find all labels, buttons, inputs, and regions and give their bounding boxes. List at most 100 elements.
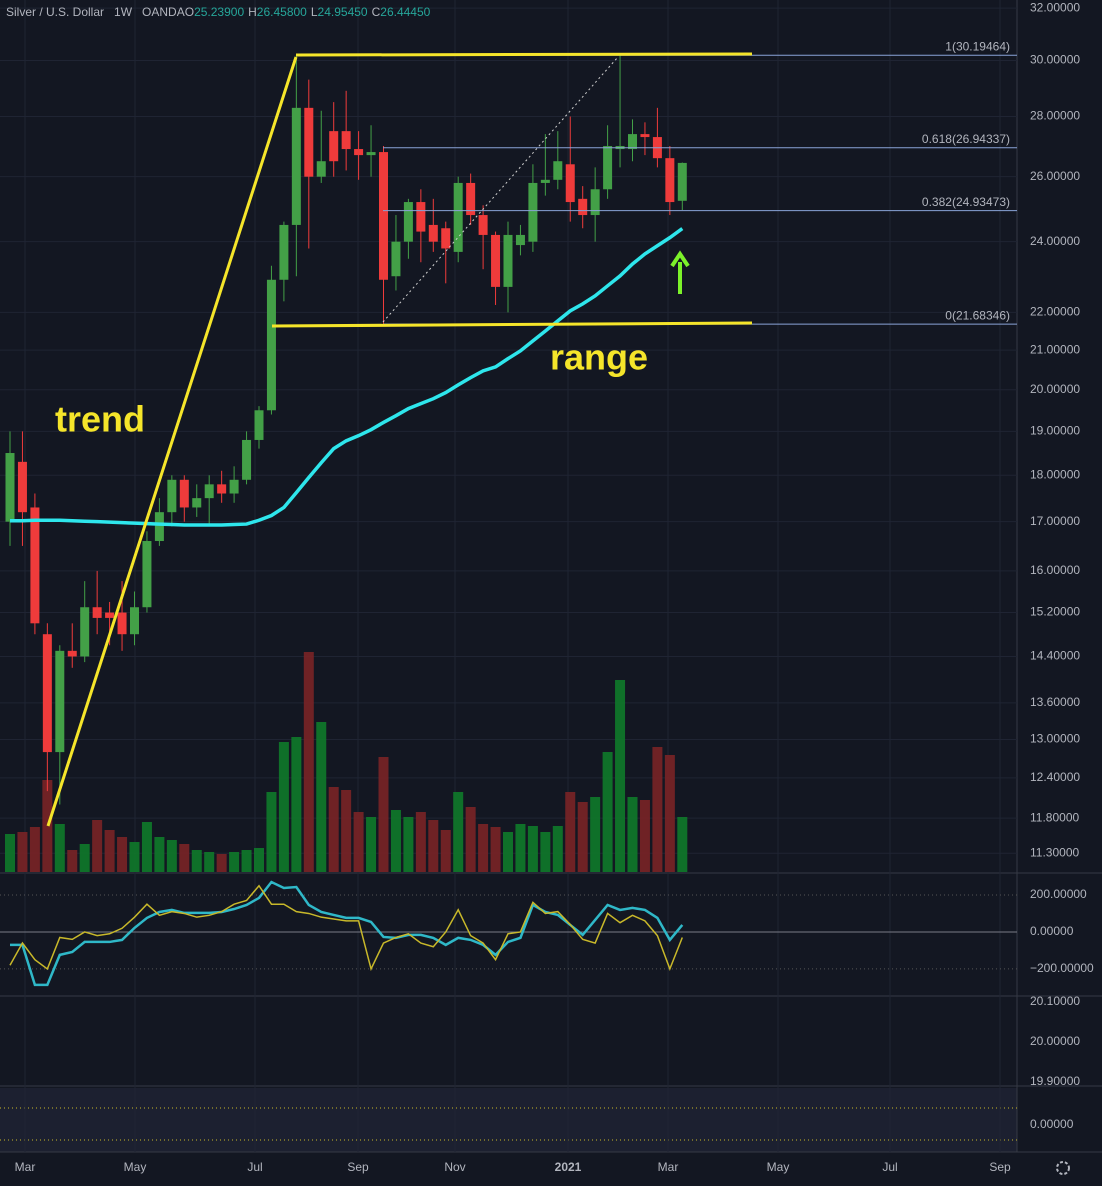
volume-bar xyxy=(29,827,40,872)
symbol: Silver / U.S. Dollar xyxy=(6,5,104,19)
candle-body xyxy=(379,152,388,280)
volume-bar xyxy=(652,747,663,872)
candle-body xyxy=(117,612,127,635)
exchange: OANDA xyxy=(142,5,185,19)
range-top-line xyxy=(295,52,753,57)
volume-bar xyxy=(440,830,451,872)
y-tick-label: 19.90000 xyxy=(1030,1074,1080,1088)
volume-bar xyxy=(179,844,190,872)
volume-bar xyxy=(639,800,650,872)
candle-body xyxy=(677,162,687,201)
volume-bar xyxy=(366,817,377,872)
x-tick-label: 2021 xyxy=(555,1160,582,1174)
candle-body xyxy=(217,484,227,494)
candle-body xyxy=(603,146,613,190)
volume-bar xyxy=(117,837,128,872)
candle-body xyxy=(279,224,289,280)
candle-body xyxy=(192,498,202,508)
y-tick-label: 11.30000 xyxy=(1030,845,1079,859)
x-tick-label: Sep xyxy=(989,1160,1011,1174)
candle-body xyxy=(304,107,314,177)
candle-body xyxy=(142,541,152,608)
volume-bar xyxy=(403,817,414,872)
candle-body xyxy=(366,152,376,156)
volume-bar xyxy=(415,812,426,872)
candle-body xyxy=(528,182,538,242)
x-tick-label: Mar xyxy=(15,1160,36,1174)
volume-bar xyxy=(677,817,688,872)
y-tick-label: 0.00000 xyxy=(1030,1117,1074,1131)
y-tick-label: 15.20000 xyxy=(1030,605,1080,619)
pane-bg xyxy=(0,1088,1017,1152)
candle-body xyxy=(17,461,27,513)
x-tick-label: Sep xyxy=(347,1160,369,1174)
candle-body xyxy=(540,179,550,183)
volume-bar xyxy=(67,850,78,872)
candle-body xyxy=(428,224,438,242)
volume-bar xyxy=(166,840,177,872)
candle-body xyxy=(105,612,115,618)
candle-body xyxy=(515,234,525,246)
volume-bar xyxy=(278,742,289,872)
volume-bar xyxy=(5,834,15,872)
volume-bar xyxy=(141,822,152,872)
candle-body xyxy=(565,164,575,203)
volume-bar xyxy=(490,827,501,872)
volume-bar xyxy=(303,652,314,872)
y-tick-label: 19.00000 xyxy=(1030,424,1080,438)
candle-body xyxy=(665,158,675,203)
volume-bar xyxy=(204,852,215,872)
y-tick-label: 20.10000 xyxy=(1030,994,1080,1008)
y-tick-label: 22.00000 xyxy=(1030,304,1080,318)
fib-label: 0(21.68346) xyxy=(945,308,1010,322)
candle-body xyxy=(628,134,637,150)
y-tick-label: 20.00000 xyxy=(1030,1034,1080,1048)
ohlc-value: 26.45800 xyxy=(257,5,307,19)
candle-body xyxy=(42,634,52,753)
volume-bar xyxy=(602,752,613,872)
volume-bar xyxy=(390,810,401,872)
volume-bar xyxy=(465,807,476,872)
volume-bar xyxy=(154,837,165,872)
candle-body xyxy=(453,182,463,252)
candle-body xyxy=(491,234,501,287)
settings-icon[interactable] xyxy=(1056,1161,1070,1175)
volume-bar xyxy=(615,680,626,872)
x-tick-label: Jul xyxy=(882,1160,897,1174)
volume-bar xyxy=(229,852,240,872)
y-tick-label: 18.00000 xyxy=(1030,467,1080,481)
y-tick-label: 28.00000 xyxy=(1030,109,1080,123)
ohlc-key: L xyxy=(311,5,318,19)
candle-body xyxy=(403,202,413,242)
ohlc-key: O xyxy=(185,5,194,19)
trend-line xyxy=(46,56,298,827)
volume-bar xyxy=(316,722,327,872)
candle-body xyxy=(55,650,65,753)
up-arrow xyxy=(670,250,690,294)
volume-bar xyxy=(503,832,513,872)
candle-body xyxy=(167,479,177,513)
y-tick-label: 13.60000 xyxy=(1030,695,1080,709)
range-bottom-line xyxy=(271,321,753,328)
volume-bar xyxy=(241,850,252,872)
candle-body xyxy=(204,484,214,499)
candle-body xyxy=(266,279,276,411)
volume-bar xyxy=(478,824,489,872)
candle-body xyxy=(640,134,650,138)
candle-body xyxy=(441,228,451,249)
y-tick-label: 20.00000 xyxy=(1030,382,1080,396)
annotation: range xyxy=(550,337,648,378)
candle-body xyxy=(354,149,364,156)
candle-body xyxy=(316,161,326,177)
ohlc-value: 26.44450 xyxy=(380,5,430,19)
volume-bar xyxy=(79,844,90,872)
volume-bar xyxy=(453,792,464,872)
y-tick-label: 200.00000 xyxy=(1030,887,1087,901)
fib-label: 1(30.19464) xyxy=(945,39,1010,53)
volume-bar xyxy=(291,737,302,872)
volume-bar xyxy=(590,797,601,872)
moving-average xyxy=(10,227,684,527)
y-tick-label: 24.00000 xyxy=(1030,234,1080,248)
candle-body xyxy=(229,479,239,494)
